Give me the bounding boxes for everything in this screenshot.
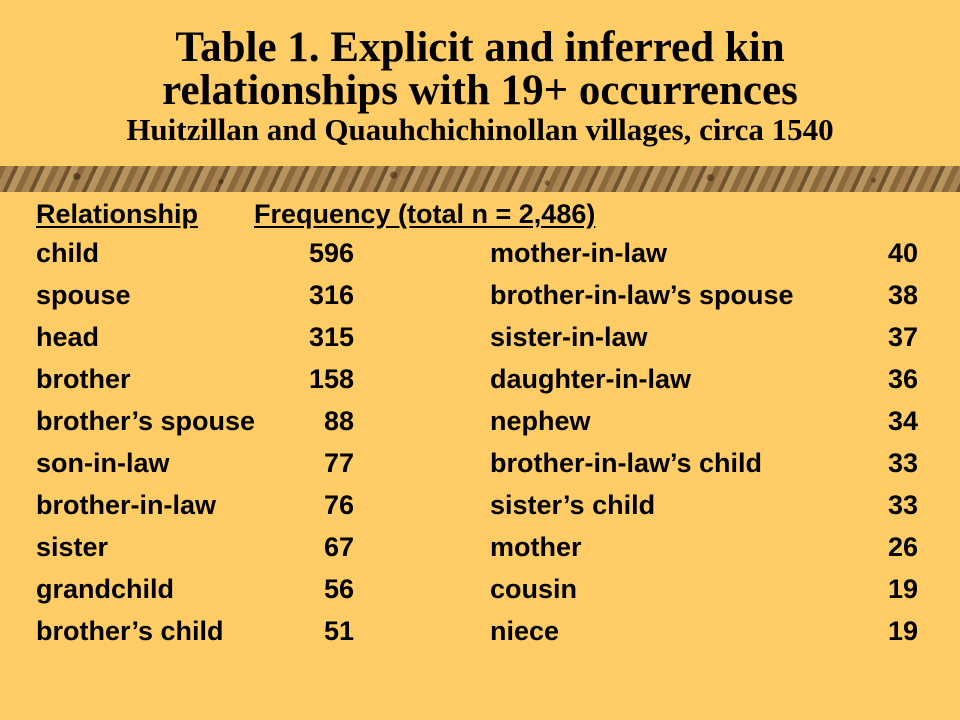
relationship-count: 316 (308, 280, 354, 310)
table-row: brother-in-law 76 (36, 484, 354, 526)
relationship-name: daughter-in-law (490, 364, 691, 394)
table-row: cousin 19 (490, 568, 918, 610)
relationship-count: 315 (308, 322, 354, 352)
relationship-count: 36 (887, 364, 918, 394)
table-row: spouse 316 (36, 274, 354, 316)
table-row: mother-in-law 40 (490, 232, 918, 274)
relationship-count: 88 (323, 406, 354, 436)
relationship-name: grandchild (36, 574, 175, 604)
frequency-column-header: Frequency (total n = 2,486) (254, 199, 596, 229)
relationship-count: 77 (323, 448, 354, 478)
relationship-name: spouse (36, 280, 131, 310)
relationship-name: mother (490, 532, 582, 562)
table-row: grandchild 56 (36, 568, 354, 610)
relationship-count: 19 (887, 574, 918, 604)
table-row: brother-in-law’s spouse 38 (490, 274, 918, 316)
relationship-count: 76 (323, 490, 354, 520)
title-line-2: relationships with 19+ occurrences (162, 67, 798, 114)
table-header: Relationship Frequency (total n = 2,486) (36, 193, 936, 235)
title-line-1: Table 1. Explicit and inferred kin (175, 24, 785, 71)
relationship-count: 158 (308, 364, 354, 394)
relationship-name: nephew (490, 406, 591, 436)
textured-divider (0, 166, 960, 192)
table-row: nephew 34 (490, 400, 918, 442)
table-row: niece 19 (490, 610, 918, 652)
relationship-name: brother-in-law’s child (490, 448, 763, 478)
table-row: head 315 (36, 316, 354, 358)
table-row: son-in-law 77 (36, 442, 354, 484)
relationship-count: 33 (887, 448, 918, 478)
relationship-name: sister’s child (490, 490, 656, 520)
relationship-name: brother-in-law’s spouse (490, 280, 794, 310)
slide-title: Table 1. Explicit and inferred kin relat… (0, 0, 960, 166)
relationship-count: 596 (308, 238, 354, 268)
relationship-name: head (36, 322, 100, 352)
relationship-name: cousin (490, 574, 578, 604)
relationship-name: niece (490, 616, 560, 646)
relationship-name: child (36, 238, 100, 268)
table-row: brother-in-law’s child 33 (490, 442, 918, 484)
table-row: brother 158 (36, 358, 354, 400)
relationship-count: 34 (887, 406, 918, 436)
relationship-name: brother-in-law (36, 490, 216, 520)
relationship-count: 56 (323, 574, 354, 604)
table-row: brother’s spouse 88 (36, 400, 354, 442)
relationship-name: brother’s child (36, 616, 224, 646)
relationship-count: 37 (887, 322, 918, 352)
table-row: sister 67 (36, 526, 354, 568)
relationship-count: 26 (887, 532, 918, 562)
table-row: brother’s child 51 (36, 610, 354, 652)
table-row: sister-in-law 37 (490, 316, 918, 358)
relationship-name: brother’s spouse (36, 406, 256, 436)
relationship-name: son-in-law (36, 448, 170, 478)
relationship-name: mother-in-law (490, 238, 668, 268)
relationship-name: brother (36, 364, 131, 394)
table-row: sister’s child 33 (490, 484, 918, 526)
relationship-count: 51 (323, 616, 354, 646)
table-row: child 596 (36, 232, 354, 274)
relationship-count: 19 (887, 616, 918, 646)
relationship-count: 67 (323, 532, 354, 562)
relationship-column-header: Relationship (36, 199, 199, 229)
relationship-count: 33 (887, 490, 918, 520)
slide-subtitle: Huitzillan and Quauhchichinollan village… (126, 112, 834, 147)
table-row: daughter-in-law 36 (490, 358, 918, 400)
relationship-name: sister-in-law (490, 322, 648, 352)
relationship-count: 40 (887, 238, 918, 268)
relationship-name: sister (36, 532, 109, 562)
table-row: mother 26 (490, 526, 918, 568)
relationship-count: 38 (887, 280, 918, 310)
